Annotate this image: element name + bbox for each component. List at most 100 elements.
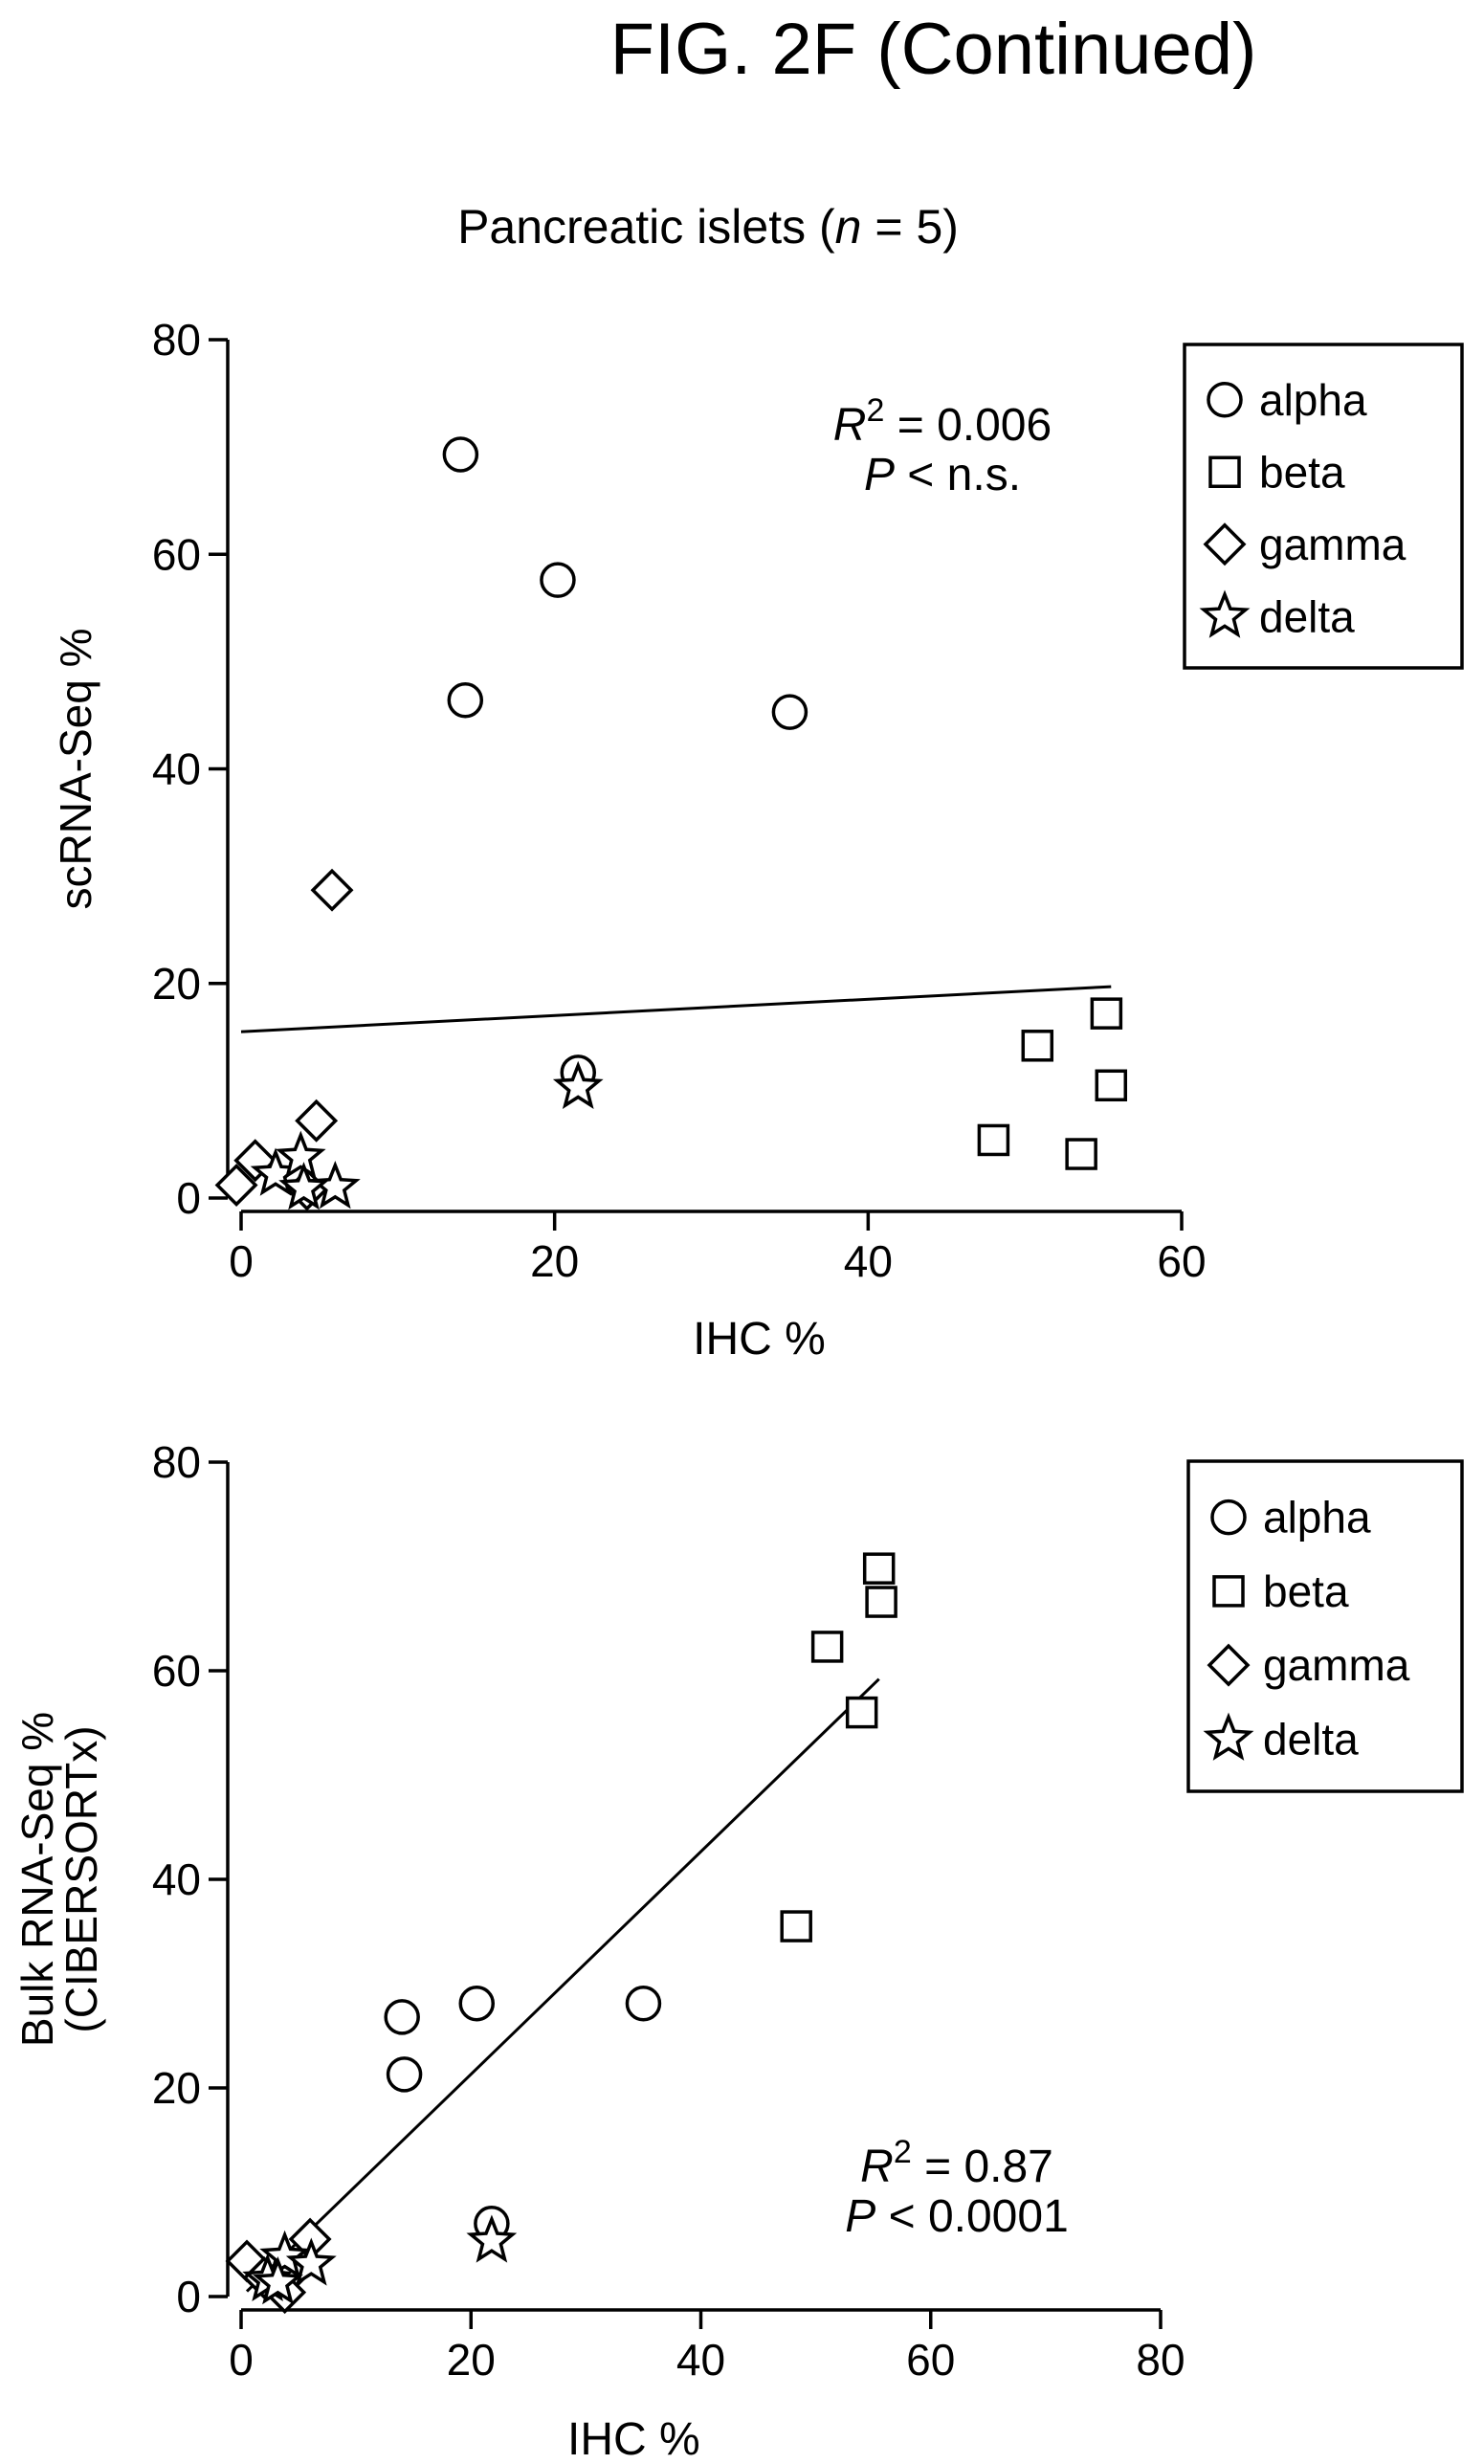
alpha-point	[442, 436, 479, 473]
beta-point	[810, 1631, 844, 1663]
chart-scrna-vs-ihc: 0 20 40 60 80 0 20 40 60 IHC % scRNA-Seq % R2 = 0.0…	[51, 315, 1464, 1365]
legend: alpha beta gamma delta	[1186, 1459, 1464, 1793]
plot-title: Pancreatic islets (n = 5)	[230, 199, 1186, 255]
regression-line	[245, 1677, 880, 2293]
superscript-2: 2	[894, 2134, 912, 2170]
legend-delta-icon	[1199, 589, 1251, 638]
alpha-point	[771, 694, 808, 730]
series-alpha	[442, 436, 808, 1091]
x-tick-label: 20	[447, 2335, 496, 2385]
p-value: < 0.0001	[875, 2191, 1069, 2242]
delta-point	[466, 2214, 518, 2263]
beta-point	[865, 1586, 897, 1618]
y-tick-label: 40	[152, 1854, 201, 1904]
p-value-label: P < n.s.	[864, 450, 1021, 500]
beta-point	[845, 1696, 878, 1729]
legend-alpha-icon	[1207, 382, 1243, 418]
p-symbol: P	[864, 450, 895, 500]
beta-point	[780, 1910, 812, 1942]
beta-point	[977, 1123, 1010, 1157]
gamma-point	[310, 868, 354, 912]
legend-beta-icon	[1208, 455, 1241, 488]
legend-gamma-icon	[1203, 522, 1247, 566]
x-tick-label: 60	[906, 2335, 955, 2385]
legend-delta-label: delta	[1259, 591, 1355, 641]
plot-title-n: n	[834, 200, 862, 254]
y-tick-label: 60	[152, 529, 201, 579]
y-tick-label: 0	[176, 1173, 201, 1223]
r-squared-value: = 0.006	[884, 400, 1052, 451]
legend-delta-icon	[1203, 1712, 1254, 1761]
beta-point	[862, 1552, 896, 1585]
x-tick-label: 40	[844, 1236, 893, 1286]
beta-point	[1065, 1138, 1097, 1170]
figure-title: FIG. 2F (Continued)	[609, 9, 1257, 90]
plot-title-text: Pancreatic islets (	[457, 200, 835, 254]
alpha-point	[447, 681, 484, 719]
legend-beta-label: beta	[1259, 447, 1345, 497]
y-axis-label-line2: (CIBERSORTx)	[56, 1725, 106, 2032]
legend-alpha-icon	[1210, 1498, 1247, 1536]
superscript-2: 2	[866, 392, 884, 429]
legend-gamma-label: gamma	[1263, 1640, 1410, 1690]
y-axis-label: scRNA-Seq %	[51, 629, 100, 910]
delta-point	[275, 1130, 326, 1179]
r-squared-value: = 0.87	[912, 2142, 1053, 2192]
delta-point	[552, 1060, 604, 1109]
r-squared-label: R2 = 0.87	[860, 2134, 1053, 2192]
beta-point	[1095, 1069, 1128, 1102]
series-beta	[780, 1552, 897, 1942]
alpha-point	[384, 1999, 420, 2035]
x-tick-label: 20	[530, 1236, 579, 1286]
legend-gamma-label: gamma	[1259, 520, 1406, 569]
legend-beta-icon	[1212, 1575, 1245, 1608]
x-axis-label: IHC %	[693, 1314, 826, 1365]
y-tick-label: 20	[152, 959, 201, 1009]
legend: alpha beta gamma delta	[1183, 343, 1464, 670]
series-delta	[250, 1060, 604, 1210]
y-axis-label: Bulk RNA-Seq %	[12, 1712, 62, 2047]
x-tick-label: 40	[676, 2335, 725, 2385]
x-axis-label: IHC %	[567, 2414, 700, 2464]
series-beta	[977, 997, 1128, 1170]
p-value: < n.s.	[895, 450, 1021, 500]
legend-alpha-label: alpha	[1263, 1493, 1371, 1543]
x-tick-label: 0	[229, 2335, 254, 2385]
p-value-label: P < 0.0001	[845, 2191, 1069, 2242]
y-tick-label: 60	[152, 1646, 201, 1696]
y-tick-label: 80	[152, 315, 201, 365]
y-tick-label: 80	[152, 1437, 201, 1487]
r-squared-label: R2 = 0.006	[833, 392, 1052, 451]
legend-delta-label: delta	[1263, 1714, 1359, 1764]
delta-point	[278, 1162, 329, 1210]
delta-point	[259, 2230, 311, 2279]
legend-alpha-label: alpha	[1259, 375, 1367, 425]
beta-point	[1021, 1030, 1054, 1062]
regression-line	[240, 985, 1112, 1033]
legend-gamma-icon	[1207, 1643, 1251, 1687]
y-tick-label: 20	[152, 2063, 201, 2113]
series-delta	[242, 2214, 518, 2305]
gamma-point	[214, 1164, 258, 1208]
alpha-point	[540, 562, 576, 598]
p-symbol: P	[845, 2191, 875, 2242]
r-symbol: R	[833, 400, 867, 451]
series-gamma	[214, 868, 354, 1211]
legend-beta-label: beta	[1263, 1566, 1349, 1616]
r-symbol: R	[860, 2142, 894, 2192]
gamma-point	[295, 1099, 339, 1143]
alpha-point	[386, 2056, 423, 2093]
delta-point	[253, 2256, 303, 2305]
alpha-point	[625, 1985, 662, 2022]
x-tick-label: 60	[1157, 1236, 1206, 1286]
y-tick-label: 0	[176, 2272, 201, 2321]
x-tick-label: 80	[1136, 2335, 1185, 2385]
y-tick-label: 40	[152, 744, 201, 794]
alpha-point	[458, 1985, 496, 2022]
plot-title-suffix: = 5)	[861, 200, 959, 254]
x-tick-label: 0	[229, 1236, 254, 1286]
delta-point	[285, 2237, 337, 2286]
beta-point	[1090, 997, 1123, 1030]
chart-bulk-vs-ihc: 0 20 40 60 80 0 20 40 60 80 IHC % Bulk RNA-Seq %(CI…	[12, 1437, 1464, 2464]
